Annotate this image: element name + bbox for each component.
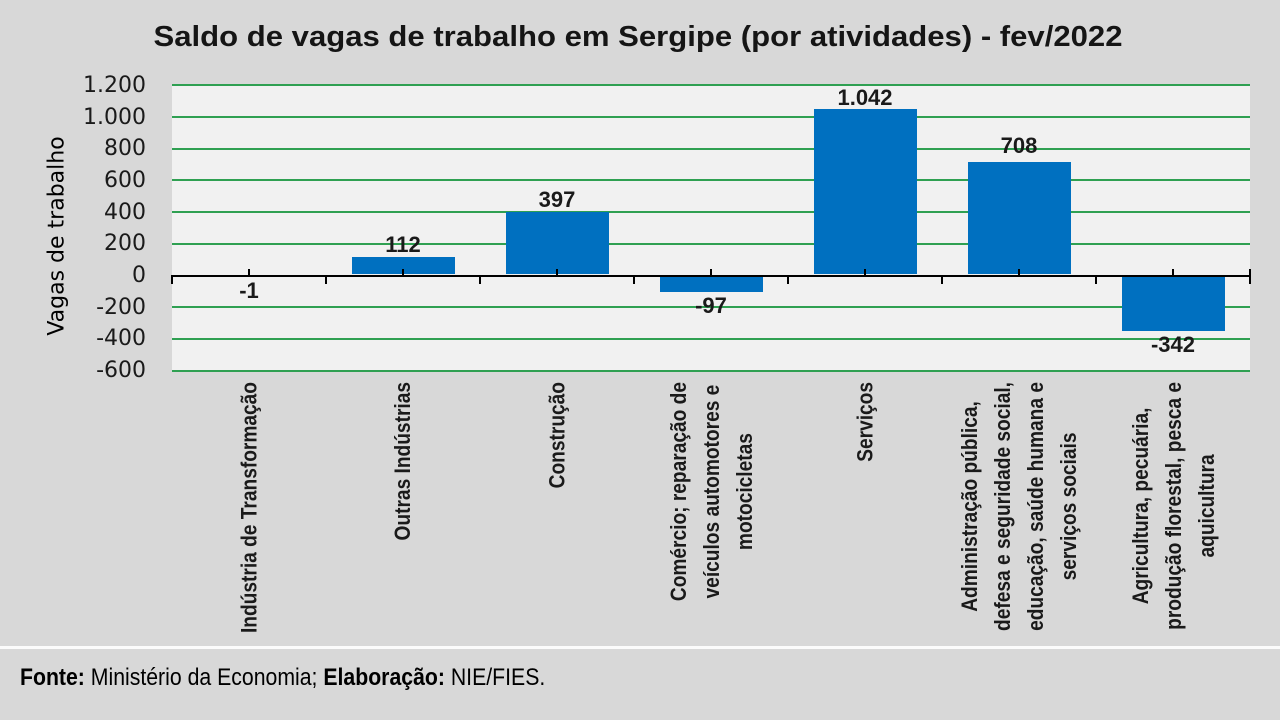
axis-tick-boundary [941,274,943,284]
footer-elaboration-text: NIE/FIES. [444,664,546,691]
axis-tick-boundary [1249,268,1251,284]
separator-line [0,646,1280,649]
y-tick-label: -600 [96,357,146,383]
axis-tick-boundary [1095,274,1097,284]
gridline [172,306,1250,309]
axis-tick-center [556,268,558,275]
y-tick-label: -200 [96,294,146,320]
category-label: Agricultura, pecuária, produção florestal… [1127,382,1219,630]
y-tick-label: 800 [104,136,146,162]
x-axis-line [172,274,1250,277]
plot-area [172,85,1250,371]
category-label: Administração pública, defesa e seguridad… [957,382,1081,631]
bar [351,256,455,275]
gridline [172,211,1250,214]
axis-tick-center [402,268,404,275]
gridline [172,369,1250,372]
bar [505,211,609,275]
axis-tick-center [1172,268,1174,275]
chart-title: Saldo de vagas de trabalho em Sergipe (p… [153,21,1123,53]
axis-tick-boundary [325,274,327,284]
axis-tick-boundary [171,274,173,284]
bar-data-label: 708 [1000,132,1038,158]
axis-tick-center [710,268,712,275]
category-label: Comércio; reparação de veículos automotor… [665,382,757,602]
category-label: Construção [544,382,570,489]
axis-tick-center [864,268,866,275]
bar-data-label: 397 [538,186,576,212]
bar [1121,276,1225,331]
bar-data-label: -342 [1150,331,1196,357]
y-tick-label: 600 [104,167,146,193]
axis-tick-boundary [479,274,481,284]
y-tick-label: 200 [104,231,146,257]
category-label: Serviços [852,382,878,462]
bar [659,276,763,292]
axis-tick-center [1018,268,1020,275]
y-tick-label: 0 [132,262,146,288]
category-label: Indústria de Transformação [236,382,262,634]
y-tick-label: -400 [96,326,146,352]
y-tick-label: 1.000 [83,104,146,130]
axis-tick-center [248,268,250,275]
gridline [172,116,1250,119]
category-label: Outras Indústrias [390,382,416,541]
bar [967,162,1071,275]
footer-elaboration-label: Elaboração: [323,664,445,691]
gridline [172,179,1250,182]
gridline [172,242,1250,245]
bar [813,109,917,275]
bar-data-label: -1 [239,277,259,303]
gridline [172,84,1250,87]
footer-source-note: Fonte: Ministério da Economia; Elaboraçã… [20,663,545,693]
y-tick-label: 400 [104,199,146,225]
y-tick-label: 1.200 [83,72,146,98]
bar-data-label: 1.042 [837,84,893,110]
footer-source-label: Fonte: [20,664,85,691]
gridline [172,337,1250,340]
bar-data-label: 112 [385,231,421,257]
bar-data-label: -97 [695,293,727,319]
axis-tick-boundary [633,274,635,284]
gridline [172,147,1250,150]
axis-tick-boundary [787,274,789,284]
footer-source-text: Ministério da Economia; [84,664,324,691]
